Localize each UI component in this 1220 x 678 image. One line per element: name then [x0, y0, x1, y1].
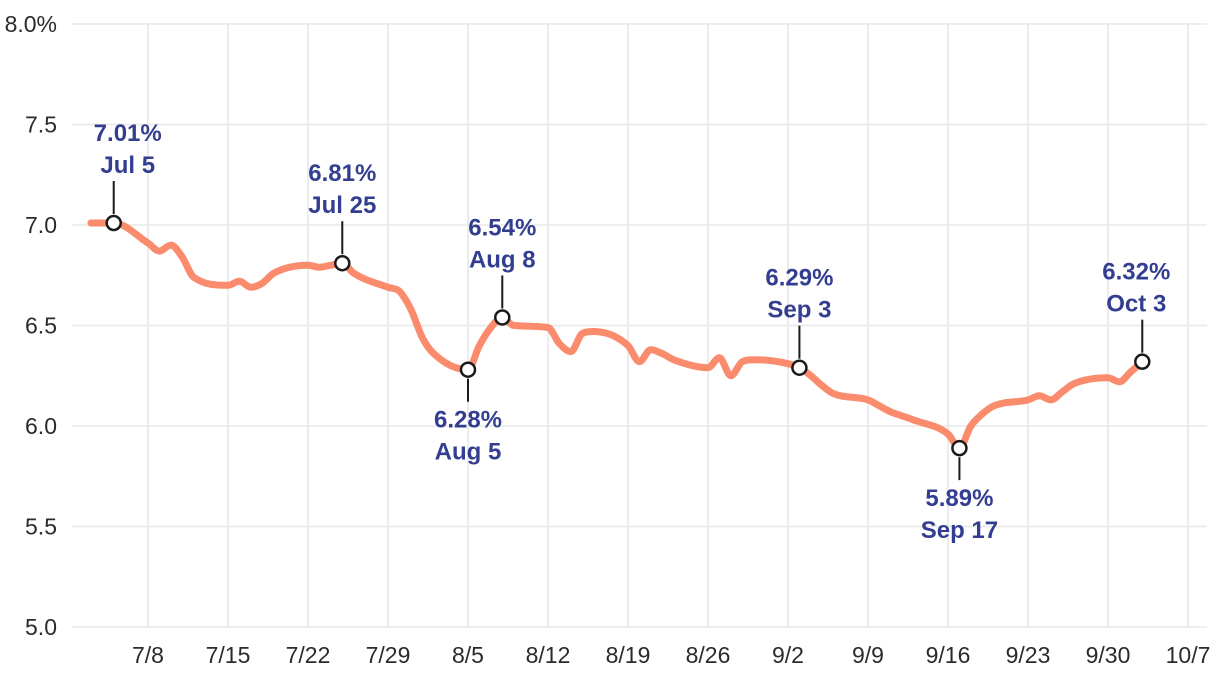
x-axis-tick-label: 9/9 [852, 642, 884, 668]
y-axis-tick-label: 6.0 [25, 413, 57, 439]
annotation-value-label: 6.28% [434, 407, 502, 434]
annotation-value-label: 7.01% [94, 120, 162, 147]
x-axis-tick-label: 7/8 [132, 642, 164, 668]
x-axis-tick-label: 9/16 [926, 642, 971, 668]
y-axis-tick-label: 6.5 [25, 313, 57, 339]
annotation-value-label: 6.54% [468, 214, 536, 241]
annotation-date-label: Sep 3 [767, 297, 831, 324]
annotation-date-label: Jul 5 [100, 152, 155, 179]
y-axis-tick-label: 5.0 [25, 614, 57, 640]
x-axis-tick-label: 7/15 [206, 642, 251, 668]
annotation-marker [951, 439, 968, 457]
annotation-value-label: 5.89% [925, 485, 993, 512]
annotation-marker [334, 254, 351, 272]
annotation-date-label: Oct 3 [1106, 291, 1166, 318]
annotation-value-label: 6.32% [1102, 259, 1170, 286]
annotation-date-label: Jul 25 [308, 192, 376, 219]
annotation-marker [791, 359, 808, 376]
x-axis-tick-label: 10/7 [1166, 642, 1211, 668]
annotation-value-label: 6.29% [765, 265, 833, 292]
y-axis-tick-label: 7.0 [25, 212, 57, 238]
x-axis-tick-label: 8/26 [686, 642, 731, 668]
annotation-date-label: Aug 5 [435, 439, 502, 466]
y-axis-tick-label: 8.0% [5, 11, 57, 37]
x-axis-tick-label: 7/29 [366, 642, 411, 668]
x-axis-tick-label: 9/30 [1086, 642, 1131, 668]
annotation-value-label: 6.81% [308, 160, 376, 187]
rate-line-series [87, 219, 1146, 452]
annotation-marker [459, 361, 477, 378]
annotation-date-label: Aug 8 [469, 246, 536, 273]
annotation-date-label: Sep 17 [921, 517, 998, 544]
x-axis-tick-label: 7/22 [286, 642, 331, 668]
annotation-marker [494, 309, 511, 326]
annotation-marker [1134, 353, 1151, 370]
x-axis-tick-label: 9/23 [1006, 642, 1051, 668]
y-axis-tick-label: 5.5 [25, 514, 57, 540]
x-axis-tick-label: 8/12 [526, 642, 571, 668]
x-axis-tick-label: 8/5 [452, 642, 484, 668]
y-axis-tick-label: 7.5 [25, 112, 57, 138]
annotation-marker [105, 214, 122, 232]
x-axis-tick-label: 8/19 [606, 642, 651, 668]
x-axis-tick-label: 9/2 [772, 642, 804, 668]
